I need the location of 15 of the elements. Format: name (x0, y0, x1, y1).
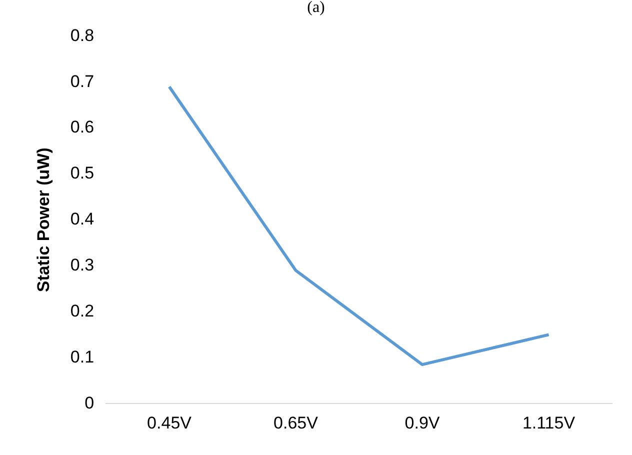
x-tick-label: 0.9V (404, 413, 440, 432)
x-tick-label: 0.45V (147, 413, 192, 432)
y-tick-label: 0 (84, 393, 94, 412)
y-tick-label: 0.7 (70, 72, 94, 91)
y-tick-label: 0.4 (70, 210, 94, 229)
y-tick-label: 0.1 (70, 347, 94, 366)
y-tick-label: 0.8 (70, 26, 94, 45)
y-tick-label: 0.2 (70, 301, 94, 320)
y-tick-label: 0.6 (70, 118, 94, 137)
y-tick-label: 0.3 (70, 256, 94, 275)
x-tick-label: 0.65V (274, 413, 319, 432)
chart-title: (a) (306, 0, 326, 16)
y-tick-label: 0.5 (70, 164, 94, 183)
x-tick-label: 1.115V (522, 413, 576, 432)
y-axis-title: Static Power (uW) (34, 148, 53, 292)
